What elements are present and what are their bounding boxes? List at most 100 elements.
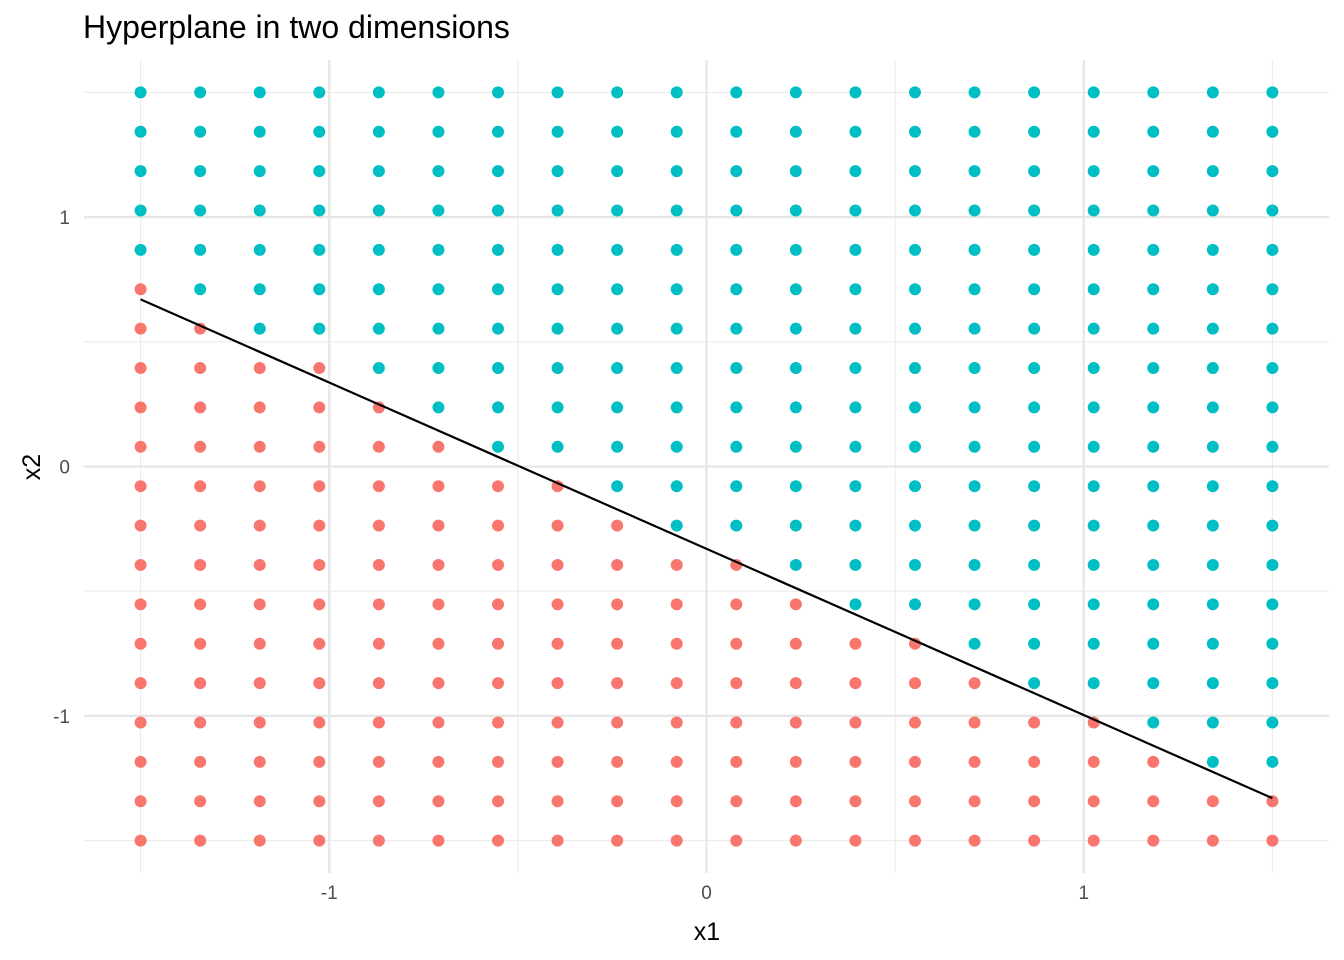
- data-point: [1206, 243, 1219, 256]
- data-point: [134, 362, 147, 375]
- y-tick-label: 1: [59, 208, 70, 229]
- data-point: [134, 125, 147, 138]
- data-point: [789, 86, 802, 99]
- data-point: [134, 204, 147, 217]
- data-point: [432, 243, 445, 256]
- data-point: [1147, 204, 1160, 217]
- data-point: [313, 795, 326, 808]
- data-point: [789, 362, 802, 375]
- x-tick-label: 1: [1078, 883, 1089, 904]
- data-point: [194, 519, 207, 532]
- data-point: [551, 716, 564, 729]
- data-point: [670, 755, 683, 768]
- data-point: [372, 677, 385, 690]
- data-point: [968, 125, 981, 138]
- data-point: [908, 204, 921, 217]
- data-point: [134, 834, 147, 847]
- data-point: [432, 637, 445, 650]
- data-point: [730, 283, 743, 296]
- data-point: [611, 322, 624, 335]
- data-point: [194, 795, 207, 808]
- data-point: [1028, 480, 1041, 493]
- data-point: [1266, 755, 1279, 768]
- data-point: [432, 125, 445, 138]
- data-point: [134, 480, 147, 493]
- data-point: [908, 480, 921, 493]
- data-point: [1206, 86, 1219, 99]
- data-point: [1147, 755, 1160, 768]
- data-point: [849, 480, 862, 493]
- data-point: [253, 519, 266, 532]
- data-point: [253, 637, 266, 650]
- data-point: [313, 204, 326, 217]
- data-point: [372, 165, 385, 178]
- data-point: [611, 283, 624, 296]
- hyperplane-line: [140, 298, 1273, 800]
- data-point: [670, 637, 683, 650]
- data-point: [1147, 716, 1160, 729]
- data-point: [849, 125, 862, 138]
- data-point: [611, 795, 624, 808]
- data-point: [194, 755, 207, 768]
- data-point: [313, 362, 326, 375]
- data-point: [611, 834, 624, 847]
- data-point: [1087, 834, 1100, 847]
- data-point: [908, 401, 921, 414]
- data-point: [849, 204, 862, 217]
- data-point: [908, 795, 921, 808]
- data-point: [551, 362, 564, 375]
- data-point: [968, 480, 981, 493]
- data-point: [492, 834, 505, 847]
- data-point: [908, 125, 921, 138]
- data-point: [253, 440, 266, 453]
- data-point: [1087, 558, 1100, 571]
- data-point: [134, 795, 147, 808]
- data-point: [1266, 283, 1279, 296]
- data-point: [253, 322, 266, 335]
- data-point: [789, 125, 802, 138]
- data-point: [1028, 204, 1041, 217]
- data-point: [968, 637, 981, 650]
- data-point: [1266, 637, 1279, 650]
- data-point: [968, 86, 981, 99]
- data-point: [372, 637, 385, 650]
- data-point: [551, 322, 564, 335]
- y-axis-title: x2: [18, 454, 46, 480]
- data-point: [432, 755, 445, 768]
- data-point: [849, 362, 862, 375]
- data-point: [789, 401, 802, 414]
- data-point: [789, 165, 802, 178]
- data-point: [1147, 795, 1160, 808]
- data-point: [789, 637, 802, 650]
- data-point: [670, 283, 683, 296]
- data-point: [372, 322, 385, 335]
- data-point: [611, 125, 624, 138]
- data-point: [372, 283, 385, 296]
- data-point: [551, 558, 564, 571]
- data-point: [432, 440, 445, 453]
- data-point: [611, 204, 624, 217]
- data-point: [849, 795, 862, 808]
- data-point: [849, 755, 862, 768]
- data-point: [1028, 283, 1041, 296]
- data-point: [670, 243, 683, 256]
- data-point: [134, 86, 147, 99]
- data-point: [313, 243, 326, 256]
- x-axis-title: x1: [694, 918, 720, 946]
- data-point: [134, 283, 147, 296]
- data-point: [1206, 204, 1219, 217]
- data-point: [253, 86, 266, 99]
- data-point: [1087, 165, 1100, 178]
- data-point: [908, 716, 921, 729]
- data-point: [1028, 558, 1041, 571]
- data-point: [1028, 795, 1041, 808]
- data-point: [789, 204, 802, 217]
- data-point: [1028, 440, 1041, 453]
- data-point: [670, 204, 683, 217]
- data-point: [611, 755, 624, 768]
- data-point: [194, 440, 207, 453]
- data-point: [1147, 322, 1160, 335]
- data-point: [849, 440, 862, 453]
- data-point: [968, 440, 981, 453]
